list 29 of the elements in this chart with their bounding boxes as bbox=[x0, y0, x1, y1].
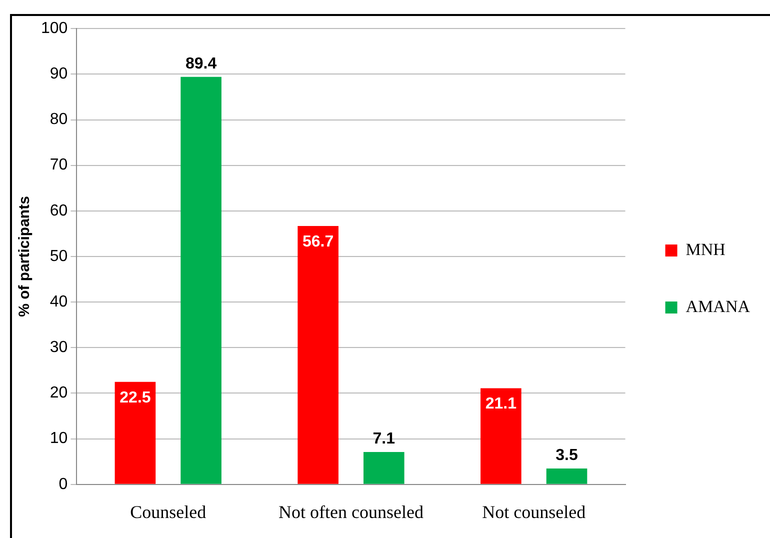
y-tick-label: 0 bbox=[58, 476, 68, 493]
legend-label: MNH bbox=[686, 240, 726, 259]
data-label: 7.1 bbox=[372, 430, 396, 448]
bar bbox=[363, 452, 404, 484]
y-tick-label: 100 bbox=[40, 20, 68, 38]
x-tick-label: Counseled bbox=[130, 502, 206, 522]
y-tick-label: 40 bbox=[50, 293, 68, 310]
data-label: 56.7 bbox=[302, 233, 334, 250]
bar bbox=[114, 382, 156, 484]
bar bbox=[298, 226, 338, 484]
y-axis-title: % of participants bbox=[16, 196, 34, 317]
y-tick-label: 60 bbox=[50, 202, 68, 220]
y-tick-label: 90 bbox=[50, 66, 68, 83]
y-tick-label: 20 bbox=[50, 384, 68, 402]
data-label: 22.5 bbox=[120, 389, 151, 406]
legend-label: AMANA bbox=[686, 296, 751, 316]
data-label: 21.1 bbox=[485, 396, 517, 413]
x-tick-label: Not often counseled bbox=[278, 502, 424, 522]
data-label: 3.5 bbox=[556, 446, 578, 464]
y-tick-label: 50 bbox=[50, 248, 68, 265]
bar bbox=[180, 76, 222, 484]
y-tick-label: 80 bbox=[50, 111, 68, 128]
bar bbox=[480, 388, 522, 484]
data-label: 89.4 bbox=[185, 55, 217, 72]
bar bbox=[546, 468, 588, 484]
y-tick-label: 10 bbox=[50, 430, 68, 448]
x-tick-label: Not counseled bbox=[482, 502, 586, 522]
y-tick-label: 30 bbox=[50, 339, 68, 356]
y-tick-label: 70 bbox=[50, 156, 68, 174]
